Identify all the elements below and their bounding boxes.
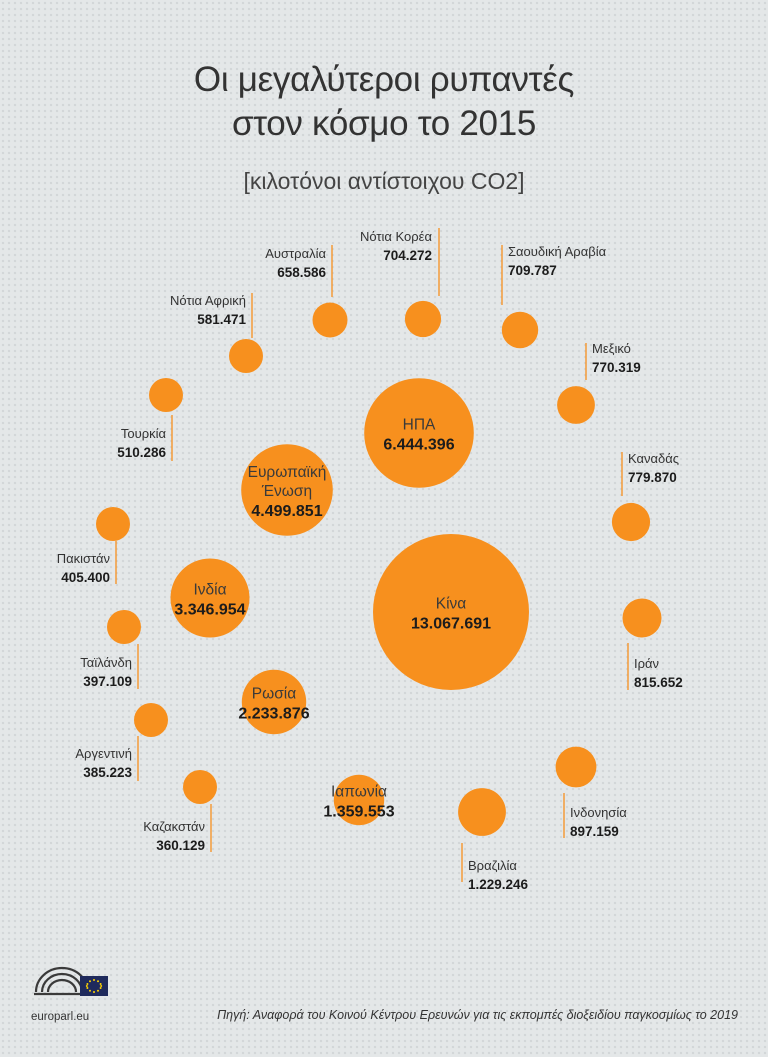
bubble-label-name-ιραν: Ιράν <box>634 656 659 671</box>
bubble-καζακσταν <box>183 770 217 804</box>
bubble-αργεντινη <box>134 703 168 737</box>
bubble-ιαπωνια <box>333 774 385 826</box>
bubble-σαουδικη-αραβια <box>501 311 539 349</box>
bubble-group-ιραν: Ιράν 815.652 <box>622 598 683 690</box>
bubble-ινδια <box>170 558 250 638</box>
bubble-label-value-ινδονησια: 897.159 <box>570 824 619 839</box>
bubble-label-name-αργεντινη: Αργεντινή <box>75 746 132 761</box>
bubble-label-value-ρωσια: 2.233.876 <box>238 706 309 723</box>
bubble-group-βραζιλια: Βραζιλία 1.229.246 <box>458 788 529 892</box>
bubble-τουρκια <box>149 378 183 412</box>
bubble-group-ευρωπαικη-ενωση: Ευρωπαϊκή Ένωση 4.499.851 <box>241 444 333 536</box>
bubble-ηπα <box>364 378 474 488</box>
bubble-group-τουρκια: Τουρκία 510.286 <box>117 378 183 461</box>
bubble-πακισταν <box>96 507 130 541</box>
bubble-label-name-ρωσια: Ρωσία <box>252 686 296 703</box>
site-url: europarl.eu <box>31 1011 90 1023</box>
bubble-ινδονησια <box>555 746 597 788</box>
bubble-label-value-ευρωπαικη-ενωση: 4.499.851 <box>251 503 322 520</box>
bubble-label-name-βραζιλια: Βραζιλία <box>468 858 517 873</box>
bubble-κινα <box>373 534 529 690</box>
bubble-group-νοτια-κορεα: Νότια Κορέα 704.272 <box>360 228 442 338</box>
bubble-μεξικο <box>557 386 595 424</box>
bubble-label-name-σαουδικη-αραβια: Σαουδική Αραβία <box>508 244 607 259</box>
chart-title: Οι μεγαλύτεροι ρυπαντές στον κόσμο το 20… <box>0 58 768 146</box>
bubble-αυστραλια <box>312 302 348 338</box>
bubble-group-ρωσια: Ρωσία 2.233.876 <box>238 669 310 735</box>
bubble-chart: Κίνα 13.067.691 ΗΠΑ 6.444.396 Ευρωπαϊκή Ένωση… <box>57 228 683 892</box>
bubble-label-value-μεξικο: 770.319 <box>592 360 641 375</box>
bubble-label-name-ινδια: Ινδία <box>193 582 226 599</box>
bubble-label-name-μεξικο: Μεξικό <box>592 341 631 356</box>
bubble-ταιλανδη <box>107 610 141 644</box>
chart-subtitle: [κιλοτόνοι αντίστοιχου CO2] <box>243 168 525 194</box>
bubble-group-ινδονησια: Ινδονησία 897.159 <box>555 746 627 839</box>
bubble-label-value-τουρκια: 510.286 <box>117 445 166 460</box>
bubble-label-name-ευρωπαικη-ενωση-2: Ένωση <box>261 483 312 500</box>
bubble-label-value-ταιλανδη: 397.109 <box>83 674 132 689</box>
bubble-καναδας <box>611 502 651 542</box>
bubble-ρωσια <box>241 669 307 735</box>
bubble-group-σαουδικη-αραβια: Σαουδική Αραβία 709.787 <box>501 244 607 349</box>
bubble-label-value-καναδας: 779.870 <box>628 470 677 485</box>
bubble-group-ιαπωνια: Ιαπωνία 1.359.553 <box>323 774 395 826</box>
bubble-ευρωπαικη-ενωση <box>241 444 333 536</box>
bubble-label-name-καναδας: Καναδάς <box>628 451 679 466</box>
bubble-label-value-κινα: 13.067.691 <box>411 616 491 633</box>
bubble-label-name-αυστραλια: Αυστραλία <box>265 246 326 261</box>
bubble-label-value-καζακσταν: 360.129 <box>156 838 205 853</box>
bubble-label-name-ιαπωνια: Ιαπωνία <box>331 784 387 801</box>
bubble-label-value-ηπα: 6.444.396 <box>383 437 454 454</box>
bubble-group-νοτια-αφρικη: Νότια Αφρική 581.471 <box>170 293 263 373</box>
bubble-label-value-νοτια-αφρικη: 581.471 <box>197 312 246 327</box>
bubble-group-καναδας: Καναδάς 779.870 <box>611 451 679 542</box>
bubble-label-name-ινδονησια: Ινδονησία <box>570 805 627 820</box>
bubble-group-αυστραλια: Αυστραλία 658.586 <box>265 245 348 338</box>
bubble-label-value-ιραν: 815.652 <box>634 675 683 690</box>
bubble-νοτια-αφρικη <box>229 339 263 373</box>
bubble-group-μεξικο: Μεξικό 770.319 <box>557 341 641 424</box>
bubble-group-αργεντινη: Αργεντινή 385.223 <box>75 703 168 781</box>
bubble-ιραν <box>622 598 662 638</box>
bubble-label-name-ταιλανδη: Ταϊλάνδη <box>80 655 132 670</box>
bubble-label-value-νοτια-κορεα: 704.272 <box>383 248 432 263</box>
bubble-label-value-ιαπωνια: 1.359.553 <box>323 804 394 821</box>
bubble-label-name-κινα: Κίνα <box>436 596 467 613</box>
bubble-label-value-αυστραλια: 658.586 <box>277 265 326 280</box>
bubble-label-name-τουρκια: Τουρκία <box>121 426 167 441</box>
bubble-group-πακισταν: Πακιστάν 405.400 <box>57 507 130 585</box>
bubble-label-value-αργεντινη: 385.223 <box>83 765 132 780</box>
chart-title-line-1: Οι μεγαλύτεροι ρυπαντές <box>193 60 575 99</box>
bubble-βραζιλια <box>458 788 506 836</box>
bubble-label-name-καζακσταν: Καζακστάν <box>143 819 205 834</box>
bubble-label-name-νοτια-κορεα: Νότια Κορέα <box>360 229 433 244</box>
bubble-νοτια-κορεα <box>404 300 442 338</box>
bubble-group-ινδια: Ινδία 3.346.954 <box>170 558 250 638</box>
bubble-label-name-νοτια-αφρικη: Νότια Αφρική <box>170 293 246 308</box>
bubble-label-value-βραζιλια: 1.229.246 <box>468 877 529 892</box>
bubble-label-value-ινδια: 3.346.954 <box>174 602 245 619</box>
bubble-group-κινα: Κίνα 13.067.691 <box>373 534 529 690</box>
bubble-label-name-πακισταν: Πακιστάν <box>57 551 110 566</box>
bubble-group-καζακσταν: Καζακστάν 360.129 <box>143 770 217 853</box>
source-note: Πηγή: Αναφορά του Κοινού Κέντρου Ερευνών… <box>217 1008 738 1022</box>
bubble-group-ηπα: ΗΠΑ 6.444.396 <box>364 378 474 488</box>
bubble-group-ταιλανδη: Ταϊλάνδη 397.109 <box>80 610 141 689</box>
chart-title-line-2: στον κόσμο το 2015 <box>231 104 537 143</box>
bubble-label-value-σαουδικη-αραβια: 709.787 <box>508 263 557 278</box>
bubble-label-name-ευρωπαικη-ενωση-1: Ευρωπαϊκή <box>248 464 327 481</box>
european-parliament-logo-icon <box>30 958 110 1011</box>
bubble-label-name-ηπα: ΗΠΑ <box>403 417 436 434</box>
bubble-label-value-πακισταν: 405.400 <box>61 570 110 585</box>
